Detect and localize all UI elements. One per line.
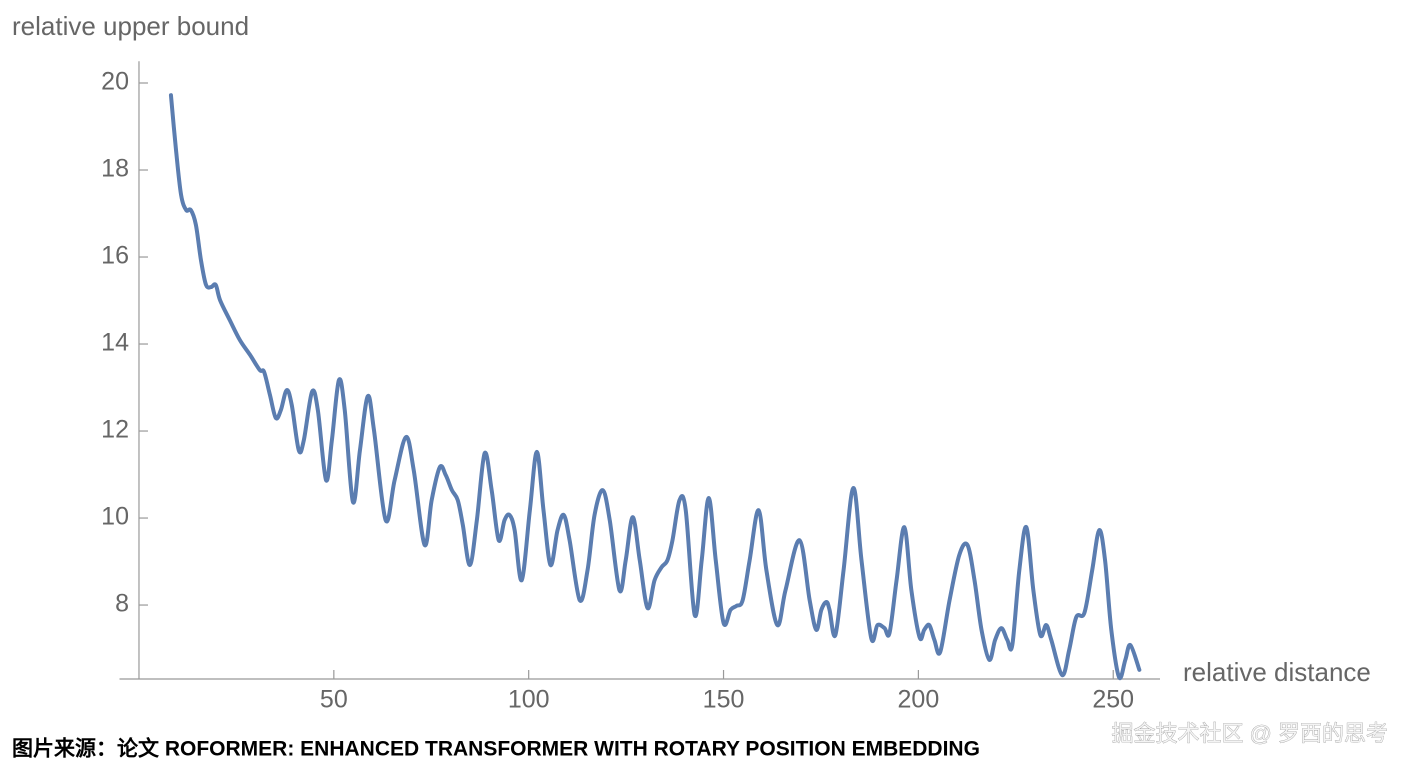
y-tick-label: 20 [101, 68, 129, 96]
y-tick-label: 16 [101, 242, 129, 270]
x-axis-title: relative distance [1183, 657, 1371, 687]
y-tick-label: 10 [101, 503, 129, 531]
x-tick-label: 200 [898, 686, 940, 714]
x-tick-label: 150 [703, 686, 745, 714]
y-tick-label: 12 [101, 416, 129, 444]
x-tick-label: 50 [320, 686, 348, 714]
x-tick-label: 100 [508, 686, 550, 714]
y-axis-title: relative upper bound [12, 11, 249, 41]
watermark: 掘金技术社区 @ 罗西的思考 [1111, 721, 1388, 746]
y-tick-label: 14 [101, 329, 129, 357]
data-line [168, 93, 1142, 681]
y-tick-label: 18 [101, 155, 129, 183]
caption: 图片来源：论文 ROFORMER: ENHANCED TRANSFORMER W… [12, 737, 980, 761]
x-tick-label: 250 [1092, 686, 1134, 714]
y-tick-label: 8 [115, 590, 129, 618]
